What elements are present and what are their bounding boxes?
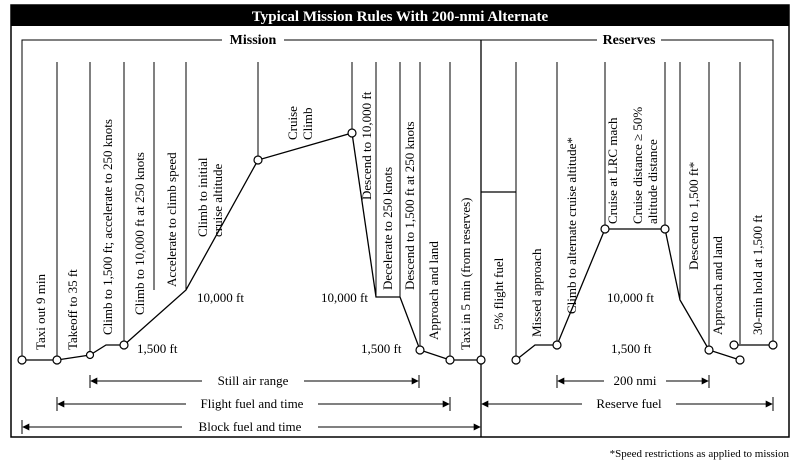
diagram-title: Typical Mission Rules With 200-nmi Alter… xyxy=(252,9,549,25)
reserve-flight-profile xyxy=(515,228,741,361)
label-taxi-in: Taxi in 5 min (from reserves) xyxy=(458,197,473,350)
alt-mission-1500-right: 1,500 ft xyxy=(361,341,402,356)
reserve-phase-labels: 5% flight fuel Missed approach Climb to … xyxy=(491,107,765,337)
label-taxi-out: Taxi out 9 min xyxy=(33,273,48,350)
range-arrows xyxy=(21,375,774,434)
range-alternate-distance: 200 nmi xyxy=(614,373,657,388)
alt-mission-10000-right: 10,000 ft xyxy=(321,290,368,305)
label-cruise-dist-2: altitude distance xyxy=(645,139,660,224)
alt-reserve-1500: 1,500 ft xyxy=(611,341,652,356)
mission-section-label: Mission xyxy=(230,33,277,48)
mission-phase-labels: Taxi out 9 min Takeoff to 35 ft Climb to… xyxy=(33,91,473,350)
label-cruise-lrc: Cruise at LRC mach xyxy=(605,117,620,224)
label-takeoff: Takeoff to 35 ft xyxy=(65,269,80,350)
alt-mission-1500: 1,500 ft xyxy=(137,341,178,356)
phase-dividers xyxy=(21,62,774,360)
title-bar xyxy=(11,5,789,26)
label-climb-initial-2: cruise altitude xyxy=(210,163,225,237)
label-cruise-climb-2: Climb xyxy=(300,107,315,140)
label-climb-10000: Climb to 10,000 ft at 250 knots xyxy=(132,152,147,315)
label-accelerate: Accelerate to climb speed xyxy=(164,152,179,287)
profile-nodes xyxy=(17,128,778,365)
range-block-fuel: Block fuel and time xyxy=(199,419,302,434)
alt-reserve-10000: 10,000 ft xyxy=(607,290,654,305)
range-still-air: Still air range xyxy=(218,373,289,388)
label-approach-land-reserve: Approach and land xyxy=(710,236,725,335)
label-missed-approach: Missed approach xyxy=(529,248,544,337)
label-descend-1500: Descend to 1,500 ft at 250 knots xyxy=(402,121,417,290)
label-cruise-dist-1: Cruise distance ≥ 50% xyxy=(630,107,645,224)
label-cruise-climb-1: Cruise xyxy=(285,106,300,140)
footnote: *Speed restrictions as applied to missio… xyxy=(610,448,790,460)
label-descend-reserve: Descend to 1,500 ft* xyxy=(686,162,701,270)
label-hold: 30-min hold at 1,500 ft xyxy=(750,214,765,335)
label-approach-land: Approach and land xyxy=(426,241,441,340)
label-climb-initial-1: Climb to initial xyxy=(195,157,210,237)
label-flight-fuel-pct: 5% flight fuel xyxy=(491,257,506,330)
reserves-section-label: Reserves xyxy=(603,33,656,48)
range-reserve-fuel: Reserve fuel xyxy=(596,396,662,411)
label-descend-10000: Descend to 10,000 ft xyxy=(359,91,374,200)
label-decelerate: Decelerate to 250 knots xyxy=(380,167,395,290)
alt-mission-10000-left: 10,000 ft xyxy=(197,290,244,305)
label-climb-alternate: Climb to alternate cruise altitude* xyxy=(564,137,579,314)
label-climb-1500: Climb to 1,500 ft; accelerate to 250 kno… xyxy=(100,119,115,335)
range-flight-fuel: Flight fuel and time xyxy=(201,396,304,411)
